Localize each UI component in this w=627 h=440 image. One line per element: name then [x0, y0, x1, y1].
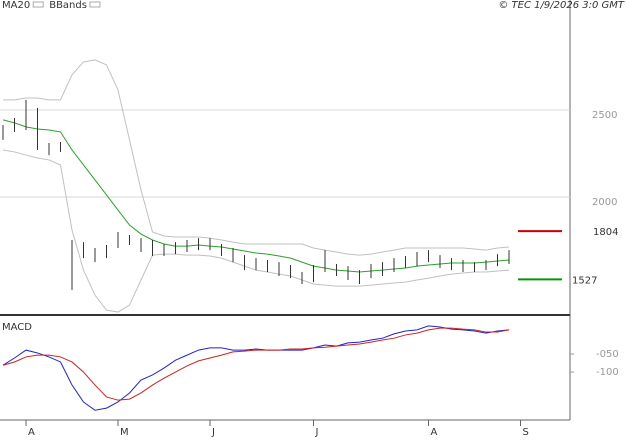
- upper-band: [3, 59, 510, 256]
- macd-title: MACD: [2, 322, 32, 333]
- x-tick-label: M: [120, 427, 129, 438]
- x-tick-label: S: [523, 427, 529, 438]
- y-tick-label: 2500: [592, 110, 617, 121]
- legend-label: BBands: [49, 0, 87, 11]
- ma-line: [2, 119, 510, 273]
- macd-line: [2, 325, 510, 411]
- y-tick-label: -050: [596, 349, 619, 360]
- level-label: 1527: [572, 275, 597, 286]
- x-tick-label: J: [315, 427, 319, 438]
- legend-swatch: [32, 1, 44, 8]
- x-tick-label: J: [211, 427, 215, 438]
- y-tick-label: -100: [596, 367, 619, 378]
- x-tick-label: A: [431, 427, 438, 438]
- source: © TEC 1/9/2026 3:0 GMT: [498, 0, 625, 11]
- y-tick-label: 2000: [592, 197, 617, 208]
- macd-line: [2, 327, 510, 401]
- level-label: 1804: [593, 227, 618, 238]
- legend-label: MA20: [2, 0, 30, 11]
- x-tick-label: A: [28, 427, 35, 438]
- legend-swatch: [89, 1, 101, 8]
